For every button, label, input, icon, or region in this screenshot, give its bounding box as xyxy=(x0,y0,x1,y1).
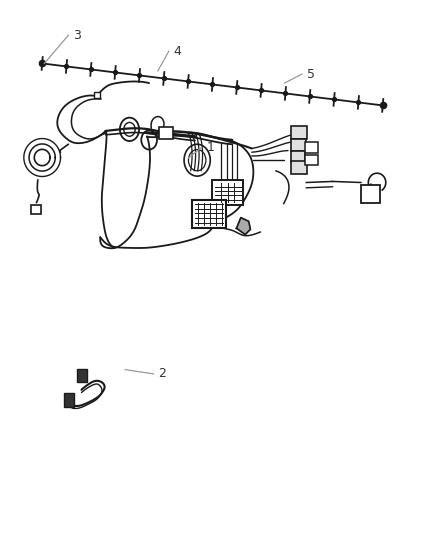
FancyBboxPatch shape xyxy=(94,92,100,98)
FancyBboxPatch shape xyxy=(305,142,318,154)
FancyBboxPatch shape xyxy=(31,205,41,214)
FancyBboxPatch shape xyxy=(192,199,226,228)
Text: 5: 5 xyxy=(307,68,314,80)
Text: 4: 4 xyxy=(173,45,181,58)
Text: 3: 3 xyxy=(73,29,81,42)
FancyBboxPatch shape xyxy=(361,185,380,203)
FancyBboxPatch shape xyxy=(291,139,306,151)
FancyBboxPatch shape xyxy=(291,161,307,174)
Text: 1: 1 xyxy=(206,141,214,154)
FancyBboxPatch shape xyxy=(64,393,74,407)
FancyBboxPatch shape xyxy=(159,127,173,139)
FancyBboxPatch shape xyxy=(77,368,87,382)
FancyBboxPatch shape xyxy=(291,126,307,139)
FancyBboxPatch shape xyxy=(212,180,244,205)
Text: 2: 2 xyxy=(158,367,166,381)
Polygon shape xyxy=(237,217,251,235)
FancyBboxPatch shape xyxy=(291,151,305,163)
FancyBboxPatch shape xyxy=(305,155,318,165)
